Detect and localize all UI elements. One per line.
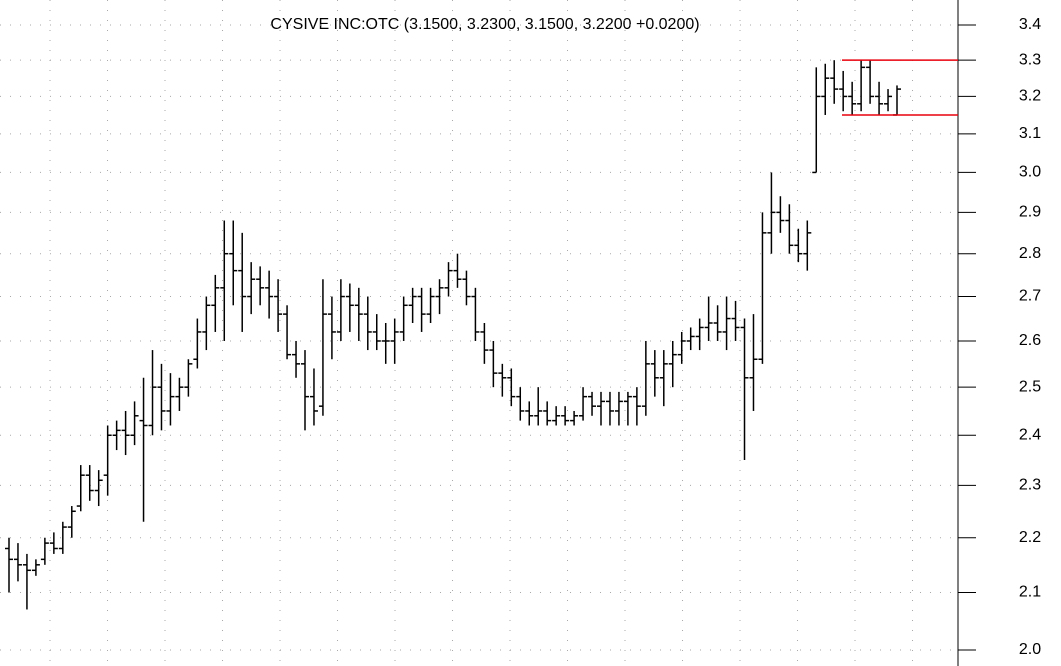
y-tick-label: 2.0 bbox=[1019, 641, 1041, 658]
y-tick-label: 2.3 bbox=[1019, 477, 1041, 494]
y-tick-label: 2.4 bbox=[1019, 426, 1041, 443]
y-tick-label: 2.8 bbox=[1019, 245, 1041, 262]
y-tick-label: 2.9 bbox=[1019, 204, 1041, 221]
y-tick-label: 3.4 bbox=[1019, 16, 1041, 33]
y-tick-label: 2.5 bbox=[1019, 378, 1041, 395]
y-tick-label: 2.7 bbox=[1019, 288, 1041, 305]
y-tick-label: 2.2 bbox=[1019, 529, 1041, 546]
y-tick-label: 3.2 bbox=[1019, 88, 1041, 105]
y-tick-label: 2.1 bbox=[1019, 584, 1041, 601]
y-tick-label: 3.1 bbox=[1019, 125, 1041, 142]
y-tick-label: 3.3 bbox=[1019, 51, 1041, 68]
y-tick-label: 3.0 bbox=[1019, 164, 1041, 181]
chart-subtitle: CYSIVE INC:OTC (3.1500, 3.2300, 3.1500, … bbox=[270, 16, 699, 33]
y-tick-label: 2.6 bbox=[1019, 332, 1041, 349]
